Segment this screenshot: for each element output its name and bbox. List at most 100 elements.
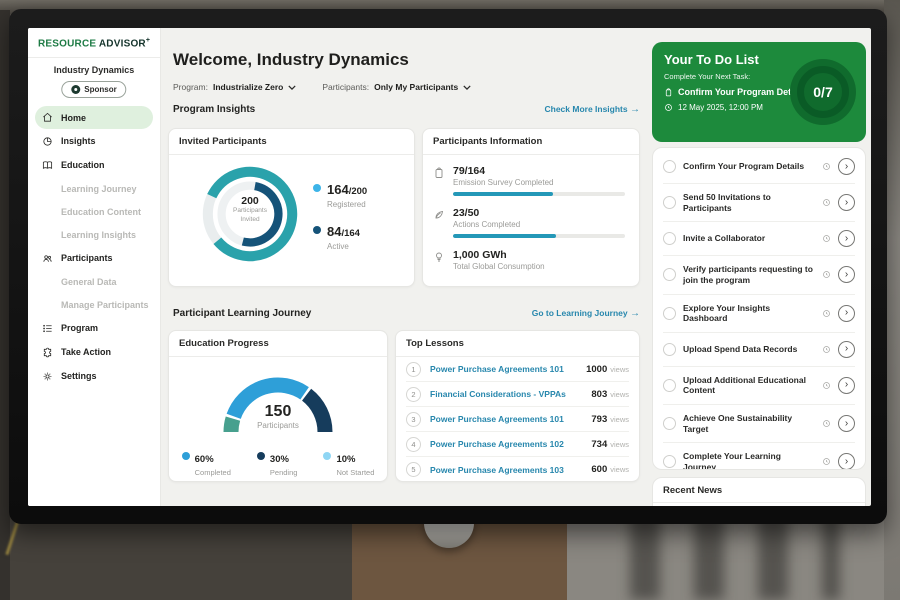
sidebar: RESOURCE ADVISOR+ Industry Dynamics Spon… (28, 28, 161, 506)
lesson-link[interactable]: Financial Considerations - VPPAs (430, 389, 591, 399)
todo-checkbox[interactable] (663, 196, 676, 209)
arrow-right-icon: → (630, 308, 640, 319)
todo-open-button[interactable]: › (838, 453, 855, 470)
lesson-row: 1 Power Purchase Agreements 101 1000 vie… (406, 357, 629, 382)
todo-checkbox[interactable] (663, 160, 676, 173)
views-label: views (610, 440, 629, 449)
sidebar-item-learning-insights[interactable]: Learning Insights (28, 223, 160, 246)
chevron-right-icon: › (845, 456, 848, 467)
todo-open-button[interactable]: › (838, 415, 855, 432)
clock-icon (822, 198, 831, 207)
clock-icon (822, 234, 831, 243)
progress-bar (453, 234, 625, 238)
chevron-right-icon: › (845, 343, 848, 354)
views-count: 793 (591, 414, 607, 425)
todo-open-button[interactable]: › (838, 377, 855, 394)
logo-plus: + (146, 37, 150, 44)
legend-dot (313, 184, 321, 192)
todo-open-button[interactable]: › (838, 341, 855, 358)
sidebar-item-program[interactable]: Program (28, 316, 160, 340)
rank-badge: 2 (406, 387, 421, 402)
todo-item: Upload Spend Data Records › (663, 333, 855, 367)
lesson-link[interactable]: Power Purchase Agreements 101 (430, 364, 586, 374)
views-count: 734 (591, 439, 607, 450)
todo-checkbox[interactable] (663, 379, 676, 392)
program-dropdown[interactable]: Program: Industrialize Zero (173, 82, 296, 92)
legend-dot (257, 452, 265, 460)
todo-checkbox[interactable] (663, 455, 676, 468)
todo-item: Upload Additional Educational Content › (663, 367, 855, 405)
sidebar-item-settings[interactable]: Settings (28, 364, 160, 388)
todo-item: Explore Your Insights Dashboard › (663, 295, 855, 333)
sidebar-item-label: Education Content (61, 207, 141, 217)
lesson-link[interactable]: Power Purchase Agreements 103 (430, 465, 591, 475)
todo-checkbox[interactable] (663, 417, 676, 430)
lesson-row: 3 Power Purchase Agreements 101 793 view… (406, 407, 629, 432)
chevron-right-icon: › (845, 161, 848, 172)
card-title: Education Progress (169, 331, 387, 357)
donut-center-label: 200 ParticipantsInvited (195, 195, 305, 225)
recent-news-card: Recent News (652, 477, 866, 506)
take-action-puzzle-icon (42, 347, 53, 358)
go-to-learning-journey-link[interactable]: Go to Learning Journey → (532, 308, 640, 319)
sidebar-item-label: Learning Journey (61, 184, 137, 194)
legend-not-started: 10%Not Started (323, 449, 374, 477)
sidebar-item-label: Manage Participants (61, 300, 149, 310)
views-label: views (610, 365, 629, 374)
sidebar-item-home[interactable]: Home (35, 106, 153, 129)
todo-open-button[interactable]: › (838, 194, 855, 211)
clock-icon (822, 457, 831, 466)
dashboard-screen: RESOURCE ADVISOR+ Industry Dynamics Spon… (28, 28, 871, 506)
todo-checkbox[interactable] (663, 268, 676, 281)
todo-open-button[interactable]: › (838, 230, 855, 247)
legend-dot (323, 452, 331, 460)
clock-icon (822, 309, 831, 318)
participants-dropdown[interactable]: Participants: Only My Participants (322, 82, 471, 92)
clipboard-icon (664, 88, 673, 97)
todo-hero-card: Your To Do List Complete Your Next Task:… (652, 42, 866, 142)
top-lessons-card: Top Lessons 1 Power Purchase Agreements … (395, 330, 640, 482)
sidebar-item-general-data[interactable]: General Data (28, 270, 160, 293)
sponsor-badge[interactable]: Sponsor (61, 81, 126, 98)
views-label: views (610, 415, 629, 424)
participants-label: Participants: (322, 82, 369, 92)
clock-icon (822, 419, 831, 428)
sidebar-item-insights[interactable]: Insights (28, 129, 160, 153)
views-label: views (610, 465, 629, 474)
sidebar-item-education-content[interactable]: Education Content (28, 200, 160, 223)
program-label: Program: (173, 82, 208, 92)
chevron-right-icon: › (845, 269, 848, 280)
todo-open-button[interactable]: › (838, 158, 855, 175)
sidebar-item-label: Learning Insights (61, 230, 136, 240)
sponsor-icon (71, 85, 80, 94)
main-content: Welcome, Industry Dynamics Program: Indu… (161, 28, 650, 506)
sponsor-badge-label: Sponsor (84, 85, 116, 94)
sidebar-item-label: Insights (61, 136, 96, 146)
page-title: Welcome, Industry Dynamics (173, 50, 409, 70)
info-row-consumption: 1,000 GWh Total Global Consumption (433, 249, 625, 271)
todo-checkbox[interactable] (663, 343, 676, 356)
lesson-link[interactable]: Power Purchase Agreements 102 (430, 439, 591, 449)
program-value: Industrialize Zero (213, 82, 283, 92)
lesson-link[interactable]: Power Purchase Agreements 101 (430, 414, 591, 424)
leaf-icon (433, 209, 445, 221)
sidebar-item-education[interactable]: Education (28, 153, 160, 177)
check-more-insights-link[interactable]: Check More Insights → (544, 104, 640, 115)
todo-open-button[interactable]: › (838, 266, 855, 283)
logo-resource: RESOURCE (38, 38, 96, 49)
todo-checkbox[interactable] (663, 307, 676, 320)
sidebar-divider (28, 57, 160, 58)
sidebar-item-learning-journey[interactable]: Learning Journey (28, 177, 160, 200)
sidebar-item-participants[interactable]: Participants (28, 246, 160, 270)
learning-journey-header: Participant Learning Journey Go to Learn… (173, 308, 640, 319)
sidebar-item-take-action[interactable]: Take Action (28, 340, 160, 364)
sidebar-item-label: Settings (61, 371, 97, 381)
chevron-right-icon: › (845, 197, 848, 208)
todo-item: Confirm Your Program Details › (663, 150, 855, 184)
participants-value: Only My Participants (374, 82, 458, 92)
settings-gear-icon (42, 371, 53, 382)
todo-checkbox[interactable] (663, 232, 676, 245)
todo-open-button[interactable]: › (838, 305, 855, 322)
clock-icon (822, 270, 831, 279)
sidebar-item-manage-participants[interactable]: Manage Participants (28, 293, 160, 316)
